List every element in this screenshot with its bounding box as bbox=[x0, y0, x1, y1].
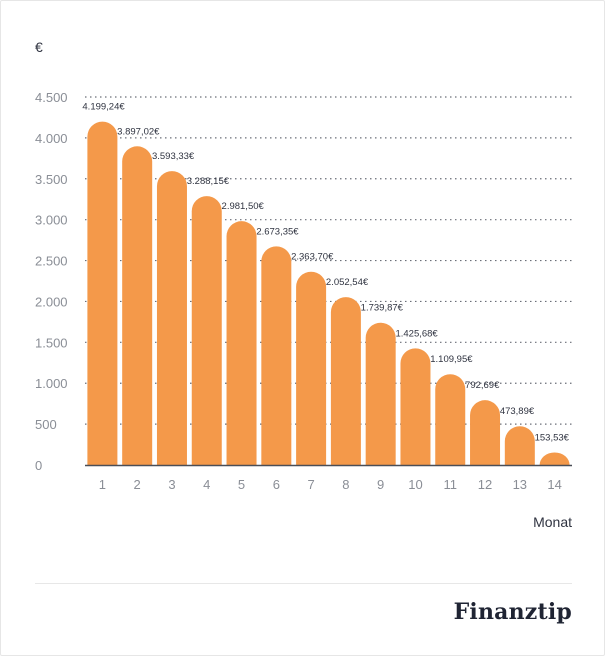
x-tick-label: 7 bbox=[307, 477, 314, 492]
x-tick-label: 4 bbox=[203, 477, 210, 492]
bar bbox=[156, 171, 187, 465]
x-tick-label: 13 bbox=[513, 477, 527, 492]
bar-value-label: 3.897,02€ bbox=[117, 126, 160, 137]
y-tick-label: 3.500 bbox=[35, 172, 68, 187]
bar bbox=[261, 246, 292, 465]
bar bbox=[191, 196, 222, 465]
bar bbox=[365, 322, 396, 465]
bar bbox=[539, 452, 570, 465]
x-tick-label: 6 bbox=[273, 477, 280, 492]
x-tick-label: 14 bbox=[547, 477, 561, 492]
bar bbox=[470, 400, 501, 465]
bar bbox=[296, 271, 327, 465]
bar bbox=[226, 221, 257, 465]
y-tick-label: 0 bbox=[35, 458, 42, 473]
bar-value-label: 153,53€ bbox=[535, 432, 570, 443]
y-tick-label: 1.000 bbox=[35, 376, 68, 391]
y-tick-label: 2.500 bbox=[35, 254, 68, 269]
bar-value-label: 792,69€ bbox=[465, 380, 500, 391]
y-tick-label: 4.500 bbox=[35, 90, 68, 105]
bar-value-label: 2.981,50€ bbox=[222, 201, 265, 212]
bar-chart: €0 500 1.000 1.500 2.000 2.500 3.000 3.500 4.000… bbox=[35, 39, 572, 530]
x-tick-label: 1 bbox=[99, 477, 106, 492]
finanztip-logo: Finanztip bbox=[453, 599, 572, 625]
bar bbox=[435, 374, 466, 465]
bar-value-label: 2.673,35€ bbox=[256, 226, 299, 237]
y-axis-label: € bbox=[35, 39, 43, 55]
bar-value-label: 3.288,15€ bbox=[187, 176, 230, 187]
bar bbox=[122, 146, 153, 465]
bar bbox=[400, 348, 431, 465]
x-tick-label: 2 bbox=[134, 477, 141, 492]
bar-value-label: 2.363,70€ bbox=[291, 252, 334, 263]
x-tick-label: 3 bbox=[168, 477, 175, 492]
y-tick-label: 500 bbox=[35, 417, 57, 432]
x-axis-label: Monat bbox=[533, 514, 572, 530]
bar-value-label: 1.739,87€ bbox=[361, 303, 404, 314]
x-tick-label: 9 bbox=[377, 477, 384, 492]
y-tick-label: 1.500 bbox=[35, 335, 68, 350]
divider bbox=[35, 583, 572, 584]
x-tick-label: 10 bbox=[408, 477, 422, 492]
bar bbox=[87, 121, 118, 465]
y-tick-label: 3.000 bbox=[35, 213, 68, 228]
y-tick-label: 4.000 bbox=[35, 131, 68, 146]
bar-value-label: 4.199,24€ bbox=[82, 102, 125, 113]
x-tick-label: 8 bbox=[342, 477, 349, 492]
x-tick-label: 5 bbox=[238, 477, 245, 492]
y-tick-label: 2.000 bbox=[35, 294, 68, 309]
x-tick-label: 11 bbox=[444, 477, 458, 492]
bar-value-label: 3.593,33€ bbox=[152, 151, 195, 162]
bar-value-label: 1.425,68€ bbox=[395, 328, 438, 339]
bar-value-label: 1.109,95€ bbox=[430, 354, 473, 365]
bar-value-label: 473,89€ bbox=[500, 406, 535, 417]
bar-value-label: 2.052,54€ bbox=[326, 277, 369, 288]
bar bbox=[330, 297, 361, 465]
bar bbox=[504, 426, 535, 465]
x-tick-label: 12 bbox=[478, 477, 492, 492]
